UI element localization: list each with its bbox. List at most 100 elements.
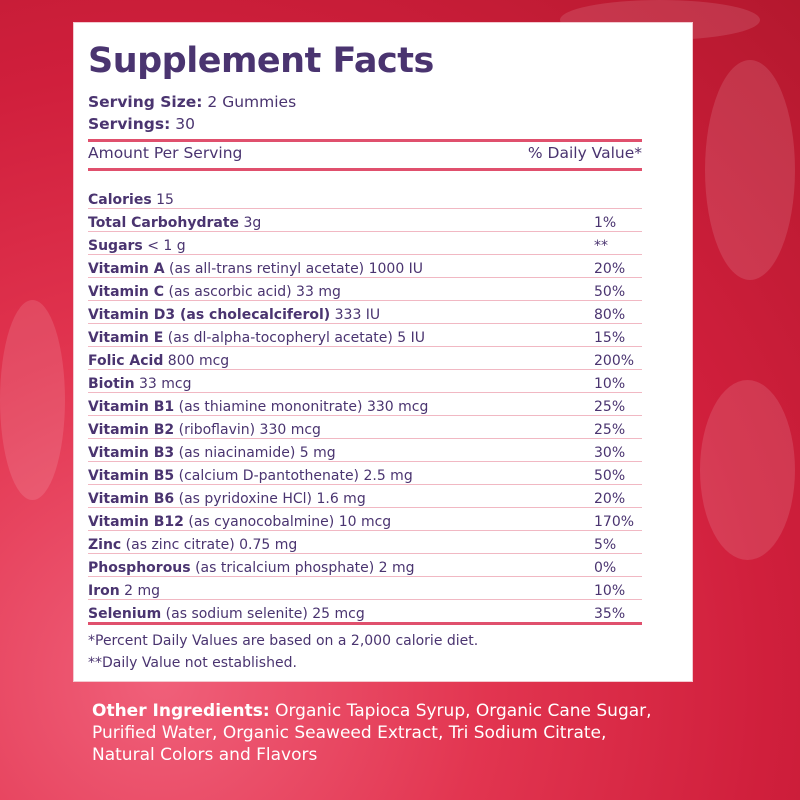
servings-label: Servings: [88, 115, 171, 133]
daily-value: 200% [594, 353, 635, 369]
nutrient: Total Carbohydrate 3g [88, 215, 261, 231]
column-header: Amount Per Serving % Daily Value* [88, 144, 642, 162]
nutrient: Vitamin B1 (as thiamine mononitrate) 330… [88, 399, 428, 415]
supplement-facts-panel: Supplement Facts Serving Size: 2 Gummies… [73, 22, 693, 682]
nutrient: Vitamin B5 (calcium D-pantothenate) 2.5 … [88, 468, 413, 484]
nutrient-name: Calories [88, 192, 152, 208]
nutrient: Calories 15 [88, 192, 174, 208]
table-row: Vitamin B6 (as pyridoxine HCl) 1.6 mg 20% [88, 485, 642, 508]
nutrient-amount: (riboflavin) 330 mcg [178, 422, 321, 438]
daily-value: 15% [594, 330, 626, 346]
page-title: Supplement Facts [88, 41, 434, 81]
nutrient-name: Vitamin B6 [88, 491, 175, 507]
footnote: **Daily Value not established. [88, 655, 297, 671]
nutrient-name: Vitamin B5 [88, 468, 175, 484]
nutrient-name: Zinc [88, 537, 122, 553]
nutrient-amount: 2 mg [124, 583, 161, 599]
nutrient-amount: (as cyanocobalmine) 10 mcg [188, 514, 392, 530]
table-row: Selenium (as sodium selenite) 25 mcg 35% [88, 600, 642, 625]
daily-value: ** [594, 238, 608, 254]
nutrient-amount: (as zinc citrate) 0.75 mg [125, 537, 298, 553]
table-row: Iron 2 mg 10% [88, 577, 642, 600]
serving-size-label: Serving Size: [88, 93, 203, 111]
table-row: Vitamin B5 (calcium D-pantothenate) 2.5 … [88, 462, 642, 485]
nutrient-amount: (as thiamine mononitrate) 330 mcg [178, 399, 429, 415]
nutrient-name: Phosphorous [88, 560, 191, 576]
background-decoration [0, 300, 65, 500]
daily-value: 25% [594, 399, 626, 415]
table-row: Vitamin B3 (as niacinamide) 5 mg 30% [88, 439, 642, 462]
nutrient: Vitamin B2 (riboflavin) 330 mcg [88, 422, 321, 438]
nutrient: Iron 2 mg [88, 583, 160, 599]
amount-per-serving-label: Amount Per Serving [88, 144, 243, 162]
nutrient-amount: (calcium D-pantothenate) 2.5 mg [178, 468, 413, 484]
other-ingredients: Other Ingredients: Organic Tapioca Syrup… [92, 700, 652, 766]
nutrient: Zinc (as zinc citrate) 0.75 mg [88, 537, 297, 553]
table-row: Folic Acid 800 mcg 200% [88, 347, 642, 370]
table-row: Calories 15 [88, 186, 642, 209]
nutrient-name: Vitamin B3 [88, 445, 175, 461]
nutrient-name: Vitamin C [88, 284, 165, 300]
nutrient: Vitamin E (as dl-alpha-tocopheryl acetat… [88, 330, 425, 346]
serving-size: Serving Size: 2 Gummies [88, 93, 296, 111]
nutrient: Biotin 33 mcg [88, 376, 192, 392]
daily-value: 20% [594, 261, 626, 277]
nutrient: Vitamin B3 (as niacinamide) 5 mg [88, 445, 336, 461]
nutrient: Vitamin A (as all-trans retinyl acetate)… [88, 261, 423, 277]
nutrient-amount: (as ascorbic acid) 33 mg [168, 284, 341, 300]
nutrient-amount: (as sodium selenite) 25 mcg [165, 606, 365, 622]
other-ingredients-text: Organic Tapioca Syrup, Organic Cane Suga… [92, 701, 652, 765]
nutrient-amount: 15 [156, 192, 174, 208]
daily-value: 170% [594, 514, 635, 530]
nutrient-amount: (as tricalcium phosphate) 2 mg [195, 560, 415, 576]
daily-value: 1% [594, 215, 617, 231]
divider [88, 168, 642, 171]
nutrient-amount: (as niacinamide) 5 mg [178, 445, 336, 461]
table-row: Vitamin B1 (as thiamine mononitrate) 330… [88, 393, 642, 416]
daily-value: 20% [594, 491, 626, 507]
table-row: Vitamin D3 (as cholecalciferol) 333 IU 80… [88, 301, 642, 324]
background-decoration [705, 60, 795, 280]
nutrient: Vitamin D3 (as cholecalciferol) 333 IU [88, 307, 380, 323]
table-row: Vitamin E (as dl-alpha-tocopheryl acetat… [88, 324, 642, 347]
nutrient-name: Vitamin B2 [88, 422, 175, 438]
table-row: Biotin 33 mcg 10% [88, 370, 642, 393]
nutrient-name: Vitamin D3 (as cholecalciferol) [88, 307, 331, 323]
nutrient-amount: 333 IU [334, 307, 381, 323]
table-row: Vitamin B2 (riboflavin) 330 mcg 25% [88, 416, 642, 439]
table-row: Vitamin C (as ascorbic acid) 33 mg 50% [88, 278, 642, 301]
daily-value: 10% [594, 376, 626, 392]
serving-size-value: 2 Gummies [207, 93, 297, 111]
background-decoration [700, 380, 795, 560]
nutrient-amount: (as dl-alpha-tocopheryl acetate) 5 IU [167, 330, 426, 346]
nutrient-name: Vitamin B1 [88, 399, 175, 415]
nutrient: Selenium (as sodium selenite) 25 mcg [88, 606, 365, 622]
table-row: Phosphorous (as tricalcium phosphate) 2 … [88, 554, 642, 577]
servings: Servings: 30 [88, 115, 195, 133]
table-row: Sugars < 1 g ** [88, 232, 642, 255]
table-row: Zinc (as zinc citrate) 0.75 mg 5% [88, 531, 642, 554]
nutrient-name: Total Carbohydrate [88, 215, 240, 231]
daily-value-label: % Daily Value* [527, 144, 642, 162]
nutrient-amount: (as pyridoxine HCl) 1.6 mg [178, 491, 366, 507]
nutrient-name: Folic Acid [88, 353, 164, 369]
nutrient-amount: (as all-trans retinyl acetate) 1000 IU [169, 261, 424, 277]
nutrient-name: Biotin [88, 376, 135, 392]
nutrient-table: Calories 15 Total Carbohydrate 3g 1% Sugars… [88, 186, 642, 625]
nutrient-amount: 800 mcg [167, 353, 230, 369]
divider [88, 139, 642, 142]
nutrient-name: Vitamin A [88, 261, 165, 277]
other-ingredients-label: Other Ingredients: [92, 701, 270, 721]
nutrient: Phosphorous (as tricalcium phosphate) 2 … [88, 560, 415, 576]
daily-value: 10% [594, 583, 626, 599]
daily-value: 30% [594, 445, 626, 461]
nutrient-name: Selenium [88, 606, 162, 622]
daily-value: 5% [594, 537, 617, 553]
nutrient-name: Vitamin E [88, 330, 164, 346]
daily-value: 50% [594, 468, 626, 484]
nutrient-name: Vitamin B12 [88, 514, 184, 530]
table-row: Vitamin A (as all-trans retinyl acetate)… [88, 255, 642, 278]
table-row: Vitamin B12 (as cyanocobalmine) 10 mcg 17… [88, 508, 642, 531]
nutrient: Vitamin B12 (as cyanocobalmine) 10 mcg [88, 514, 391, 530]
nutrient-amount: 33 mcg [139, 376, 192, 392]
